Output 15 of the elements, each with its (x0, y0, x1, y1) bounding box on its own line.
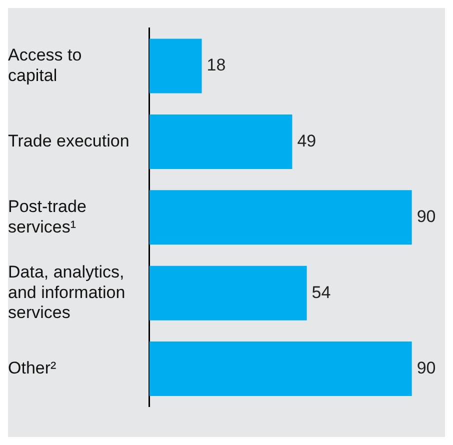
data-label: 49 (297, 131, 316, 150)
data-label: 54 (312, 282, 331, 302)
data-label: 90 (416, 358, 436, 378)
bar (149, 114, 292, 169)
y-tick-label: Other² (8, 358, 57, 378)
y-tick-label: Data, analytics, and information services (8, 262, 126, 322)
data-label: 90 (416, 207, 436, 226)
bar (149, 38, 202, 94)
data-label: 18 (206, 56, 226, 75)
bar (149, 190, 412, 245)
y-tick-label: Access to capital (8, 46, 82, 85)
y-tick-label: Post-trade services¹ (8, 196, 86, 236)
y-tick-label: Trade execution (8, 131, 130, 150)
bar (149, 266, 307, 320)
bar (149, 342, 412, 396)
